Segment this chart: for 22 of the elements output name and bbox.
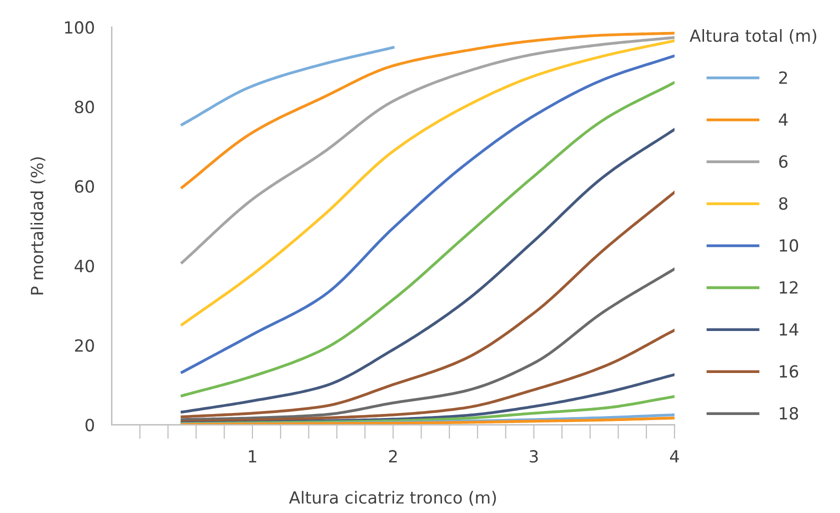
x-tick-label: 3 bbox=[530, 450, 538, 463]
legend-label: 12 bbox=[780, 281, 798, 294]
y-tick-label: 80 bbox=[74, 100, 94, 114]
legend-label: 10 bbox=[780, 239, 798, 252]
y-tick-label: 60 bbox=[75, 180, 94, 193]
legend-label: 18 bbox=[780, 407, 798, 420]
legend-label: 16 bbox=[780, 365, 798, 378]
x-tick-label: 4 bbox=[670, 450, 679, 462]
legend-label: 2 bbox=[779, 71, 787, 84]
x-axis-title: Altura cicatriz tronco (m) bbox=[289, 490, 496, 506]
legend-title: Altura total (m) bbox=[690, 29, 816, 44]
legend-label: 6 bbox=[779, 155, 788, 168]
x-tick-label: 2 bbox=[389, 450, 397, 462]
x-tick-label: 1 bbox=[248, 450, 256, 462]
y-axis-title: P mortalidad (%) bbox=[30, 157, 46, 294]
y-tick-label: 0 bbox=[86, 418, 94, 432]
y-tick-label: 40 bbox=[74, 260, 94, 272]
legend-label: 8 bbox=[779, 197, 788, 210]
y-tick-label: 20 bbox=[75, 339, 94, 352]
y-tick-label: 100 bbox=[65, 21, 94, 34]
legend-label: 14 bbox=[780, 323, 798, 336]
legend-label: 4 bbox=[778, 114, 788, 126]
